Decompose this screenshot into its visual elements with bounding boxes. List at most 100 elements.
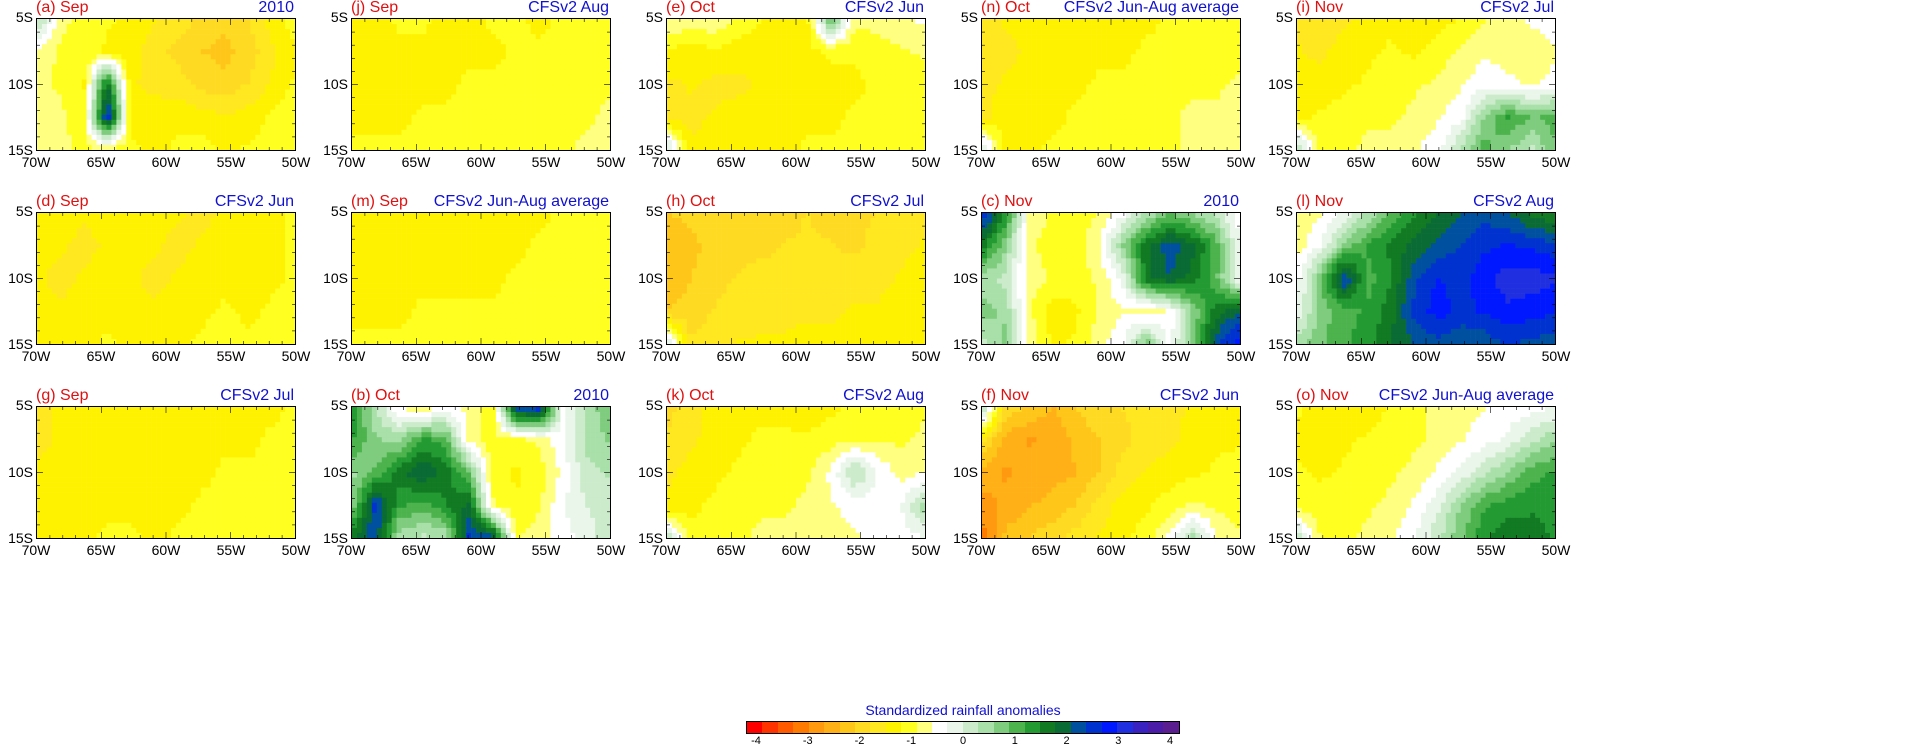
- anomaly-cell: [391, 59, 397, 65]
- anomaly-cell: [126, 437, 132, 443]
- anomaly-cell: [136, 462, 142, 468]
- anomaly-cell: [195, 477, 202, 483]
- anomaly-cell: [260, 99, 266, 105]
- anomaly-cell: [81, 69, 87, 75]
- anomaly-cell: [605, 64, 610, 70]
- anomaly-cell: [46, 263, 53, 269]
- anomaly-cell: [555, 59, 561, 65]
- anomaly-cell: [96, 273, 102, 279]
- anomaly-cell: [71, 94, 77, 100]
- anomaly-cell: [210, 24, 216, 30]
- anomaly-cell: [81, 238, 87, 244]
- anomaly-cell: [280, 288, 286, 294]
- anomaly-cell: [205, 407, 211, 413]
- anomaly-cell: [485, 84, 492, 90]
- anomaly-cell: [180, 532, 187, 538]
- anomaly-cell: [175, 482, 182, 488]
- anomaly-cell: [600, 19, 606, 25]
- anomaly-cell: [76, 258, 82, 264]
- anomaly-cell: [86, 278, 92, 284]
- anomaly-cell: [51, 268, 58, 274]
- anomaly-cell: [37, 278, 43, 284]
- anomaly-cell: [180, 457, 187, 463]
- anomaly-cell: [151, 517, 157, 524]
- anomaly-cell: [245, 114, 251, 121]
- anomaly-cell: [161, 49, 167, 55]
- anomaly-cell: [46, 89, 53, 95]
- anomaly-cell: [195, 467, 202, 473]
- anomaly-cell: [250, 79, 256, 85]
- anomaly-cell: [116, 417, 122, 423]
- anomaly-cell: [71, 452, 77, 458]
- anomaly-cell: [141, 253, 147, 259]
- anomaly-cell: [101, 412, 107, 418]
- anomaly-cell: [235, 278, 241, 284]
- anomaly-cell: [180, 512, 187, 519]
- anomaly-cell: [71, 24, 77, 30]
- anomaly-cell: [111, 109, 117, 116]
- anomaly-cell: [161, 24, 167, 30]
- anomaly-cell: [175, 283, 182, 289]
- anomaly-cell: [225, 19, 231, 25]
- anomaly-cell: [86, 293, 92, 299]
- anomaly-cell: [51, 527, 58, 534]
- anomaly-cell: [126, 303, 132, 310]
- anomaly-cell: [485, 64, 492, 70]
- anomaly-cell: [41, 258, 48, 264]
- anomaly-cell: [240, 522, 246, 529]
- anomaly-cell: [156, 258, 162, 264]
- anomaly-cell: [255, 99, 261, 105]
- anomaly-cell: [255, 54, 261, 60]
- x-tick-label: 55W: [206, 542, 256, 558]
- anomaly-cell: [146, 74, 152, 80]
- anomaly-cell: [190, 452, 197, 458]
- anomaly-cell: [411, 29, 417, 35]
- anomaly-cell: [270, 64, 276, 70]
- anomaly-cell: [37, 263, 43, 269]
- anomaly-cell: [555, 84, 561, 90]
- anomaly-cell: [101, 213, 107, 219]
- anomaly-cell: [111, 427, 117, 433]
- anomaly-cell: [550, 79, 556, 85]
- anomaly-cell: [146, 303, 152, 310]
- anomaly-cell: [381, 44, 388, 50]
- anomaly-cell: [285, 313, 291, 320]
- anomaly-cell: [166, 507, 172, 514]
- anomaly-cell: [285, 432, 291, 438]
- anomaly-cell: [41, 89, 48, 95]
- anomaly-cell: [290, 333, 295, 340]
- anomaly-cell: [180, 323, 187, 330]
- anomaly-cell: [240, 472, 246, 478]
- anomaly-cell: [265, 273, 271, 279]
- anomaly-cell: [225, 447, 231, 453]
- anomaly-cell: [195, 218, 202, 224]
- anomaly-cell: [116, 114, 122, 121]
- anomaly-cell: [265, 34, 271, 40]
- anomaly-cell: [71, 278, 77, 284]
- anomaly-cell: [91, 507, 97, 514]
- anomaly-cell: [265, 99, 271, 105]
- anomaly-cell: [126, 318, 132, 325]
- anomaly-cell: [540, 69, 546, 75]
- anomaly-cell: [255, 134, 261, 141]
- anomaly-cell: [151, 238, 157, 244]
- anomaly-cell: [210, 512, 216, 519]
- anomaly-cell: [61, 69, 68, 75]
- anomaly-cell: [250, 74, 256, 80]
- anomaly-cell: [91, 39, 97, 45]
- anomaly-cell: [245, 452, 251, 458]
- anomaly-cell: [250, 467, 256, 473]
- anomaly-cell: [56, 59, 63, 65]
- anomaly-cell: [225, 298, 231, 304]
- anomaly-cell: [436, 24, 442, 30]
- anomaly-cell: [161, 104, 167, 110]
- anomaly-cell: [170, 447, 177, 453]
- anomaly-cell: [156, 278, 162, 284]
- anomaly-cell: [220, 462, 226, 468]
- anomaly-cell: [220, 243, 226, 249]
- anomaly-cell: [275, 338, 281, 344]
- anomaly-cell: [205, 502, 211, 509]
- anomaly-cell: [106, 492, 112, 498]
- anomaly-cell: [170, 34, 177, 40]
- anomaly-cell: [235, 94, 241, 100]
